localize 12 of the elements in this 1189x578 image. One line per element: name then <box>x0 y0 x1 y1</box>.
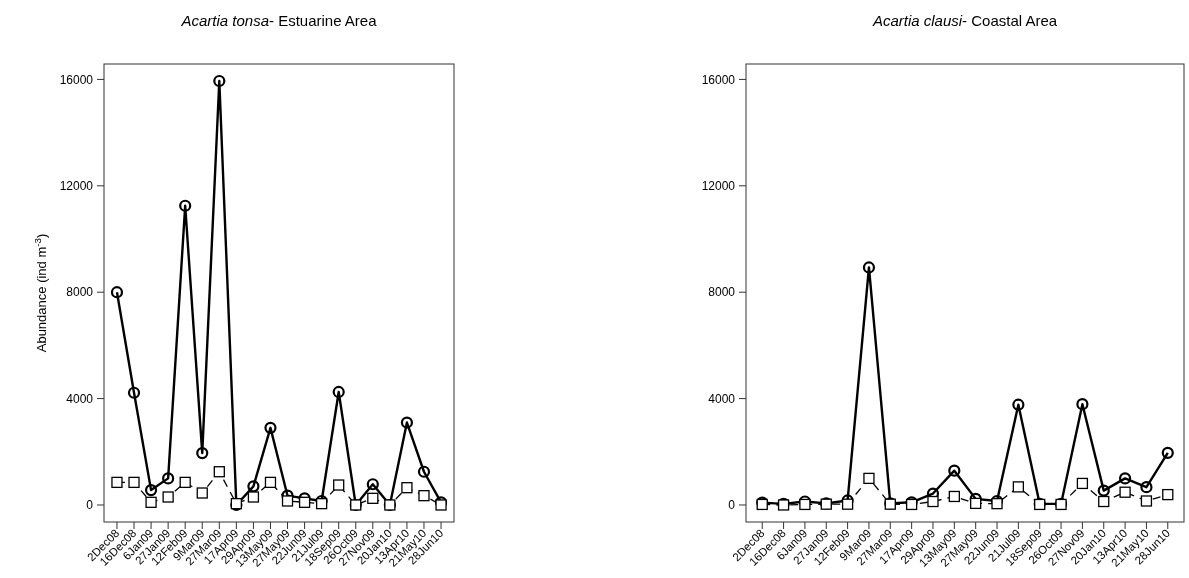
chart-title: Acartia tonsa- Estuarine Area <box>180 12 378 29</box>
chart-title: Acartia clausi- Coastal Area <box>871 12 1058 29</box>
y-tick-label: 12000 <box>59 179 94 194</box>
y-tick-label: 16000 <box>701 72 736 87</box>
y-tick-label: 16000 <box>59 72 94 87</box>
y-tick-label: 8000 <box>708 285 736 300</box>
y-tick-label: 0 <box>728 498 736 513</box>
y-tick-label: 4000 <box>708 391 736 406</box>
y-tick-label: 0 <box>86 498 94 513</box>
y-tick-label: 4000 <box>66 391 94 406</box>
y-tick-label: 12000 <box>701 179 736 194</box>
y-tick-label: 8000 <box>66 285 94 300</box>
